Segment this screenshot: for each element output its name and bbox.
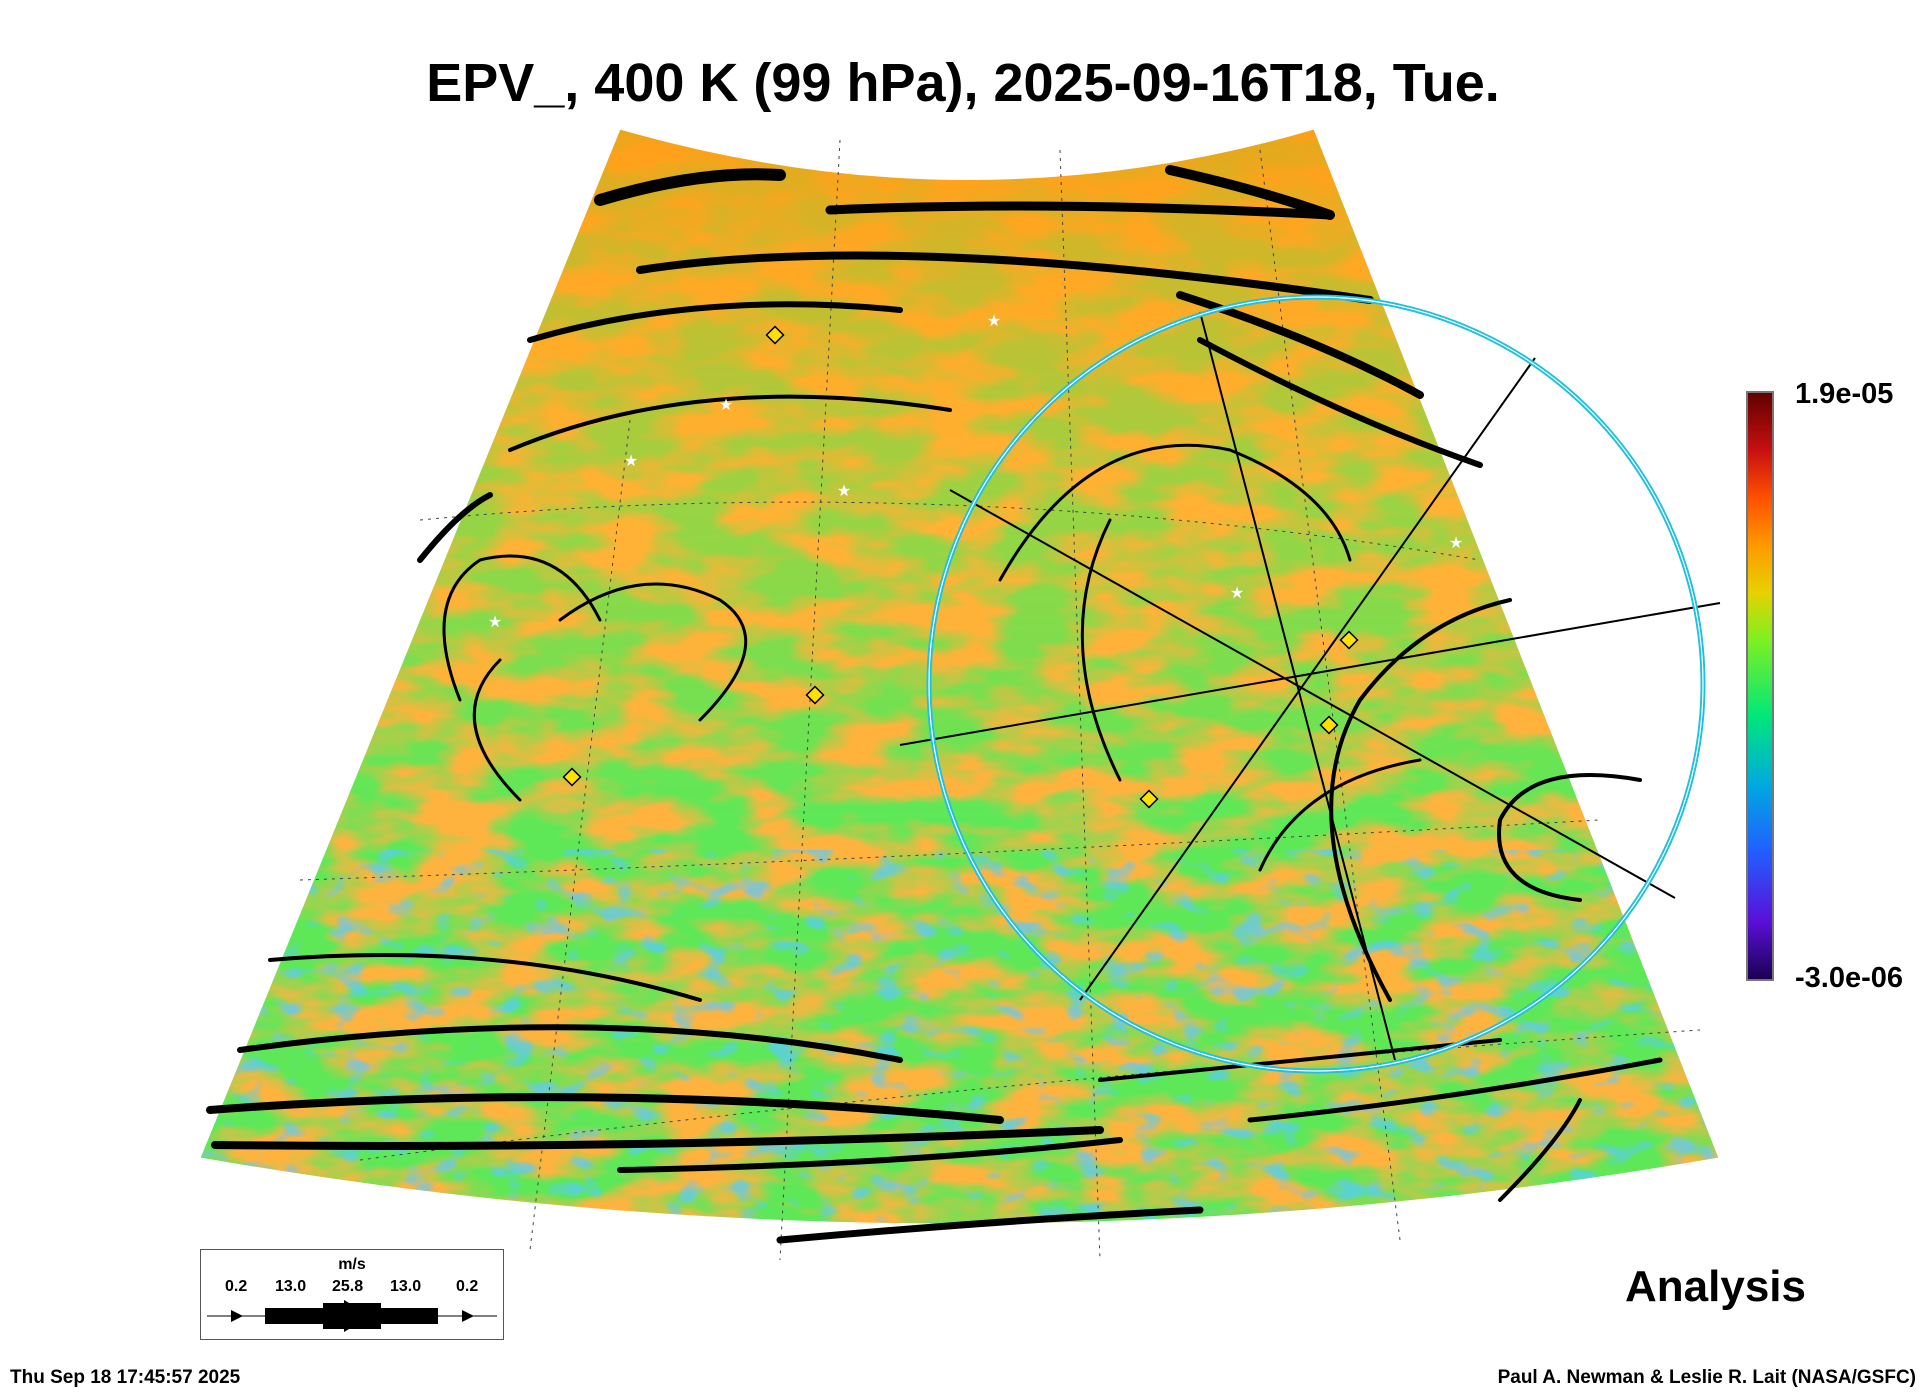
colorbar — [1746, 391, 1774, 981]
svg-text:★: ★ — [488, 614, 502, 631]
wind-legend-value: 0.2 — [456, 1278, 479, 1295]
wind-legend-value: 13.0 — [275, 1278, 307, 1295]
diamond-marker — [805, 685, 825, 705]
svg-text:★: ★ — [719, 397, 733, 414]
wind-legend-value: 13.0 — [390, 1278, 422, 1295]
graticule — [299, 139, 1701, 1261]
timestamp: Thu Sep 18 17:45:57 2025 — [10, 1367, 241, 1388]
svg-text:★: ★ — [1449, 535, 1463, 552]
svg-text:★: ★ — [1230, 585, 1244, 602]
colorbar-max-label: 1.9e-05 — [1795, 378, 1894, 410]
svg-text:★: ★ — [837, 483, 851, 500]
cross-section-lines — [899, 311, 1721, 1061]
diamond-marker — [562, 767, 582, 787]
credits: Paul A. Newman & Leslie R. Lait (NASA/GS… — [1497, 1367, 1916, 1388]
diamond-marker — [765, 325, 785, 345]
streamlines — [206, 165, 1663, 1244]
wind-speed-legend: m/s 0.2 13.0 25.8 13.0 0.2 — [200, 1249, 504, 1340]
star-markers: ★ ★ ★ ★ ★ ★ ★ — [488, 313, 1463, 631]
epv-field — [200, 129, 1719, 1224]
wind-arrow-sample — [207, 1300, 497, 1332]
wind-legend-value: 0.2 — [225, 1278, 248, 1295]
station-markers — [562, 325, 1359, 809]
svg-text:★: ★ — [624, 453, 638, 470]
product-label: Analysis — [1625, 1262, 1806, 1311]
diamond-marker — [1319, 715, 1339, 735]
diamond-marker — [1339, 630, 1359, 650]
wind-unit-label: m/s — [338, 1256, 366, 1273]
svg-text:★: ★ — [987, 313, 1001, 330]
diamond-marker — [1139, 789, 1159, 809]
colorbar-min-label: -3.0e-06 — [1795, 962, 1904, 994]
wind-legend-value: 25.8 — [332, 1278, 364, 1295]
chart-title: EPV_, 400 K (99 hPa), 2025-09-16T18, Tue… — [426, 53, 1500, 113]
